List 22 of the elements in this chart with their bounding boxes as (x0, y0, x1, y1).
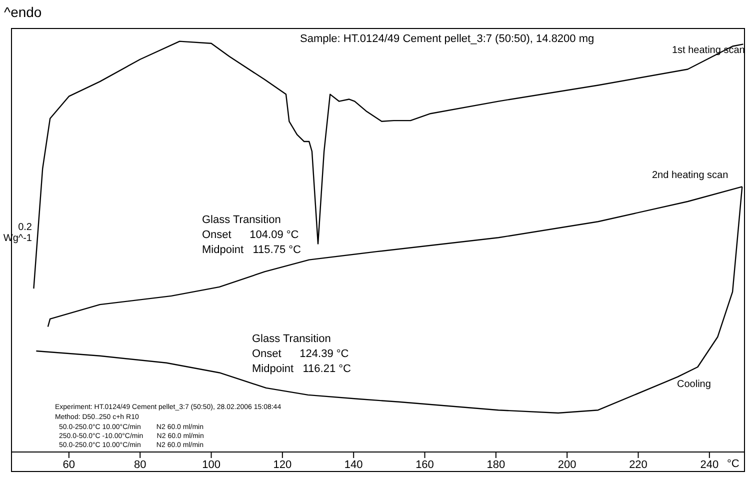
x-tick-label: 60 (62, 458, 76, 471)
series-label: 2nd heating scan (652, 170, 728, 181)
annotation: Midpoint 115.75 °C (202, 244, 301, 256)
x-tick-label: 120 (273, 458, 292, 471)
x-tick-label: 140 (344, 458, 363, 471)
x-axis-title: °C (727, 458, 740, 470)
annotation: Midpoint 116.21 °C (252, 363, 351, 375)
x-tick-label: 180 (486, 458, 506, 471)
x-tick-label: 160 (416, 458, 434, 471)
text: ^endo (4, 4, 42, 20)
annotation: Glass Transition (252, 333, 331, 345)
x-tick-label: 80 (134, 458, 146, 471)
annotation: Onset 104.09 °C (202, 229, 299, 241)
x-tick-label: 200 (558, 458, 576, 471)
series-label: Cooling (677, 379, 711, 390)
series-label: 1st heating scan (672, 45, 745, 56)
x-tick-label: 220 (629, 458, 648, 471)
x-tick-label: 100 (202, 458, 220, 471)
annotation: Glass Transition (202, 214, 281, 226)
chart-title: Sample: HT.0124/49 Cement pellet_3:7 (50:50), 14.8200 mg (300, 33, 594, 45)
x-tick-label: 240 (700, 458, 719, 471)
annotation: Onset 124.39 °C (252, 348, 349, 360)
